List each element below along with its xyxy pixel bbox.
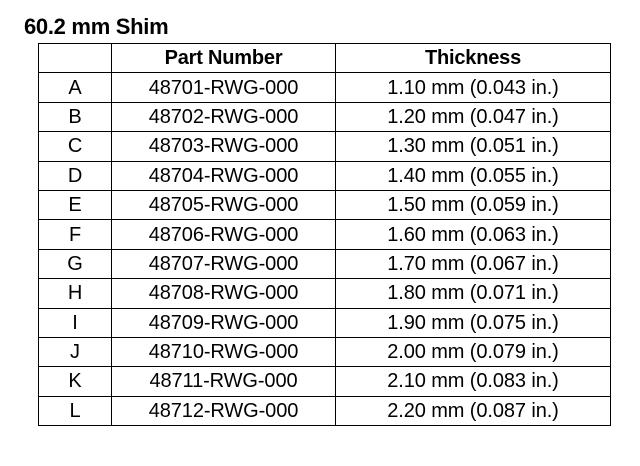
table-row: K 48711-RWG-000 2.10 mm (0.083 in.) [38,366,611,397]
row-thickness: 1.20 mm (0.047 in.) [335,101,611,133]
row-letter: J [38,336,112,368]
table-row: J 48710-RWG-000 2.00 mm (0.079 in.) [38,336,611,368]
table-title: 60.2 mm Shim [24,14,169,39]
table-row: L 48712-RWG-000 2.20 mm (0.087 in.) [38,395,611,427]
row-part-number: 48705-RWG-000 [111,189,336,221]
row-thickness: 1.40 mm (0.055 in.) [335,160,611,191]
row-part-number: 48711-RWG-000 [111,366,336,397]
row-letter: C [38,131,112,162]
row-part-number: 48710-RWG-000 [111,336,336,368]
row-letter: A [38,72,112,103]
row-thickness: 1.30 mm (0.051 in.) [335,131,611,162]
row-thickness: 1.60 mm (0.063 in.) [335,219,611,250]
row-letter: B [38,101,112,133]
row-thickness: 1.10 mm (0.043 in.) [335,72,611,103]
row-letter: L [38,395,112,427]
shim-table: Part Number Thickness A 48701-RWG-000 1.… [38,42,611,427]
row-letter: H [38,278,112,309]
row-thickness: 1.70 mm (0.067 in.) [335,248,611,280]
row-thickness: 2.10 mm (0.083 in.) [335,366,611,397]
table-row: A 48701-RWG-000 1.10 mm (0.043 in.) [38,72,611,103]
table-row: G 48707-RWG-000 1.70 mm (0.067 in.) [38,248,611,280]
row-part-number: 48707-RWG-000 [111,248,336,280]
table-row: I 48709-RWG-000 1.90 mm (0.075 in.) [38,307,611,338]
row-thickness: 2.20 mm (0.087 in.) [335,395,611,427]
row-letter: D [38,160,112,191]
table-row: H 48708-RWG-000 1.80 mm (0.071 in.) [38,278,611,309]
table-row: C 48703-RWG-000 1.30 mm (0.051 in.) [38,131,611,162]
header-row: Part Number Thickness [38,42,611,74]
row-thickness: 1.80 mm (0.071 in.) [335,278,611,309]
row-letter: I [38,307,112,338]
row-part-number: 48702-RWG-000 [111,101,336,133]
row-letter: G [38,248,112,280]
row-thickness: 1.90 mm (0.075 in.) [335,307,611,338]
header-thickness: Thickness [335,42,611,74]
row-part-number: 48708-RWG-000 [111,278,336,309]
row-part-number: 48703-RWG-000 [111,131,336,162]
row-part-number: 48706-RWG-000 [111,219,336,250]
table-row: F 48706-RWG-000 1.60 mm (0.063 in.) [38,219,611,250]
row-part-number: 48709-RWG-000 [111,307,336,338]
header-part-number: Part Number [111,42,336,74]
row-letter: E [38,189,112,221]
table-row: E 48705-RWG-000 1.50 mm (0.059 in.) [38,189,611,221]
row-thickness: 1.50 mm (0.059 in.) [335,189,611,221]
row-thickness: 2.00 mm (0.079 in.) [335,336,611,368]
row-part-number: 48701-RWG-000 [111,72,336,103]
table-row: B 48702-RWG-000 1.20 mm (0.047 in.) [38,101,611,133]
row-letter: K [38,366,112,397]
row-part-number: 48712-RWG-000 [111,395,336,427]
row-letter: F [38,219,112,250]
row-part-number: 48704-RWG-000 [111,160,336,191]
header-letter [38,42,112,74]
table-row: D 48704-RWG-000 1.40 mm (0.055 in.) [38,160,611,191]
